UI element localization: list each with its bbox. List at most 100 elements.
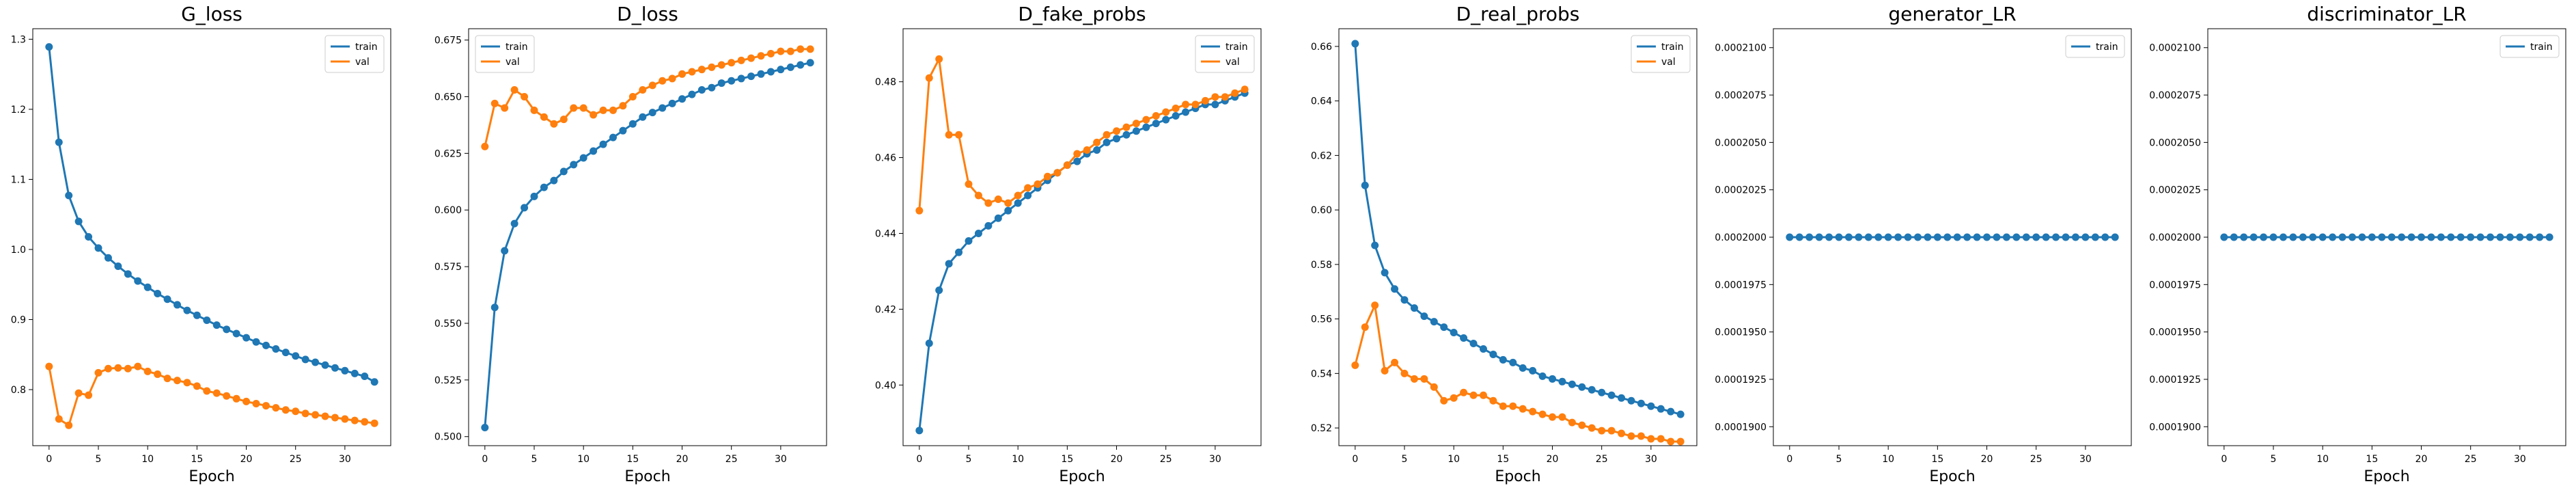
data-point-val [994,195,1002,204]
data-point-train [1014,199,1022,207]
y-tick-label: 0.62 [1311,150,1332,161]
data-point-val [757,52,765,60]
data-point-train [728,77,736,85]
series-line-val [918,55,1245,211]
data-point-train [2318,233,2327,241]
data-point-train [1182,108,1190,116]
data-point-train [659,104,667,112]
data-point-train [1211,100,1219,109]
chart-title: generator_LR [1888,3,2016,25]
x-tick-label: 20 [2415,454,2428,465]
chart-panel-discriminator-lr: discriminator_LR Epoch 0 5 10 15 20 25 30 0.00019… [2149,3,2566,485]
x-tick-label: 5 [96,454,102,465]
data-point-val [1558,413,1566,421]
y-tick-label: 0.0001925 [1715,375,1767,386]
data-point-val [1172,104,1180,112]
data-point-val [1083,146,1091,154]
data-point-train [2536,233,2544,241]
data-point-val [1667,437,1675,446]
data-point-train [1835,233,1843,241]
data-point-train [2289,233,2297,241]
data-point-val [1420,375,1428,383]
data-point-train [1410,304,1418,312]
data-point-val [1043,172,1051,180]
y-tick-label: 0.0002100 [1715,43,1767,54]
x-tick-label: 30 [775,454,787,465]
data-point-train [2032,233,2040,241]
data-point-val [321,412,329,420]
data-point-val [1093,138,1101,146]
data-point-train [2398,233,2406,241]
data-point-train [590,147,598,155]
data-point-train [74,217,83,226]
data-point-train [114,262,122,271]
y-tick-label: 0.0002075 [2149,90,2201,101]
data-point-val [579,104,587,112]
data-point-val [481,142,489,150]
data-point-train [579,154,587,162]
data-point-train [1657,405,1665,413]
x-tick-label: 20 [1111,454,1123,465]
x-tick-label: 10 [141,454,154,465]
data-point-val [1598,427,1606,435]
x-tick-label: 10 [2316,454,2329,465]
series-line-val [1354,301,1681,443]
data-point-train [350,369,359,377]
y-tick-label: 0.0001950 [1715,327,1767,338]
x-tick-label: 15 [1497,454,1509,465]
data-point-train [974,229,982,237]
data-point-train [2467,233,2475,241]
data-point-train [1618,394,1626,402]
data-point-train [1162,116,1170,124]
y-tick-label: 0.0001900 [1715,422,1767,433]
data-point-train [1805,233,1814,241]
data-point-val [510,86,518,94]
data-point-train [1588,386,1596,394]
x-tick-label: 15 [191,454,203,465]
x-tick-label: 5 [2271,454,2277,465]
data-point-train [370,378,378,386]
y-tick-label: 0.66 [1311,42,1332,53]
data-point-train [2309,233,2317,241]
data-point-train [311,358,320,366]
data-point-val [1430,383,1438,391]
data-point-val [1657,435,1665,443]
data-point-train [2496,233,2504,241]
data-point-train [609,133,617,141]
data-point-train [2260,233,2268,241]
data-point-train [1132,127,1140,135]
data-point-train [173,301,181,309]
legend: train [2065,35,2125,58]
data-point-train [272,345,280,353]
data-point-val [85,391,93,399]
chart-panel-g-loss: G_loss Epoch 0 5 10 15 20 25 30 0.8 0.9 1.0 1.1 1.2 1.… [11,3,391,485]
x-tick-label: 30 [2079,454,2092,465]
data-point-train [2476,233,2484,241]
legend-frame [2065,35,2125,58]
data-point-train [2012,233,2021,241]
data-point-val [1152,112,1160,120]
data-point-train [1825,233,1833,241]
data-point-train [301,355,309,364]
data-point-train [1943,233,1952,241]
y-tick-label: 1.0 [11,245,26,256]
data-point-train [1884,233,1892,241]
data-point-val [609,106,617,114]
data-point-val [697,66,706,74]
data-point-train [2516,233,2524,241]
x-tick-label: 30 [1209,454,1221,465]
data-point-val [935,55,943,63]
x-tick-label: 0 [482,454,488,465]
data-point-train [2487,233,2495,241]
data-point-train [203,316,211,324]
data-point-train [1894,233,1902,241]
data-point-train [1786,233,1794,241]
data-point-train [777,66,785,74]
y-tick-label: 0.525 [434,375,462,386]
series-line-train [1354,43,1681,416]
data-point-train [619,126,627,135]
data-point-train [935,286,943,295]
series-line-val [48,365,375,427]
data-point-val [74,389,83,397]
